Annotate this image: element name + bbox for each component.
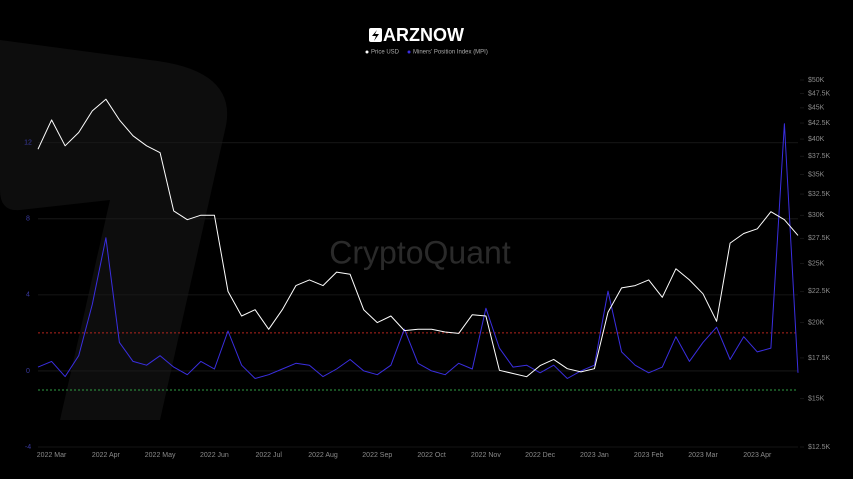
legend-label: Price USD — [371, 50, 400, 56]
y2-tick-label: $45K — [808, 105, 825, 112]
y2-tick-label: $40K — [808, 136, 825, 143]
legend-marker — [365, 50, 369, 54]
y2-tick-label: $50K — [808, 77, 825, 84]
series-line — [37, 123, 799, 379]
watermark: CryptoQuant — [329, 234, 511, 270]
legend: Price USD Miners' Position Index (MPI) — [365, 50, 488, 56]
x-tick-label: 2023 Mar — [688, 452, 718, 459]
y2-tick-label: $42.5K — [808, 120, 831, 127]
y-tick-label: 0 — [26, 368, 30, 375]
legend-label: Miners' Position Index (MPI) — [413, 50, 488, 56]
x-tick-label: 2022 Jun — [200, 452, 229, 459]
logo-text: ARZNOW — [383, 25, 464, 45]
x-tick-label: 2023 Apr — [743, 452, 772, 459]
x-tick-label: 2023 Feb — [634, 452, 664, 459]
y2-tick-label: $25K — [808, 260, 825, 267]
y-tick-label: -4 — [25, 444, 31, 451]
y2-tick-label: $20K — [808, 319, 825, 326]
x-tick-label: 2022 May — [145, 452, 176, 459]
y2-tick-label: $30K — [808, 212, 825, 219]
x-tick-label: 2022 Aug — [308, 452, 338, 459]
y-tick-label: 8 — [26, 216, 30, 223]
y2-tick-label: $27.5K — [808, 235, 831, 242]
y2-tick-label: $37.5K — [808, 153, 831, 160]
y2-tick-label: $35K — [808, 171, 825, 178]
y2-tick-label: $15K — [808, 396, 825, 403]
legend-marker — [407, 50, 411, 54]
x-tick-label: 2023 Jan — [580, 452, 609, 459]
y2-tick-label: $47.5K — [808, 90, 831, 97]
background-logo — [0, 40, 228, 420]
x-tick-label: 2022 Dec — [525, 452, 555, 459]
x-tick-label: 2022 Oct — [417, 452, 445, 459]
x-tick-label: 2022 Mar — [37, 452, 67, 459]
y2-tick-label: $22.5K — [808, 288, 831, 295]
y-tick-label: 12 — [24, 140, 32, 147]
series-line — [37, 98, 799, 378]
x-tick-label: 2022 Nov — [471, 452, 501, 459]
y2-tick-label: $17.5K — [808, 355, 831, 362]
y2-tick-label: $12.5K — [808, 444, 831, 451]
x-tick-label: 2022 Jul — [255, 452, 282, 459]
x-tick-label: 2022 Sep — [362, 452, 392, 459]
logo-bolt — [372, 30, 379, 41]
y-tick-label: 4 — [26, 292, 30, 299]
y2-tick-label: $32.5K — [808, 191, 831, 198]
x-tick-label: 2022 Apr — [92, 452, 121, 459]
